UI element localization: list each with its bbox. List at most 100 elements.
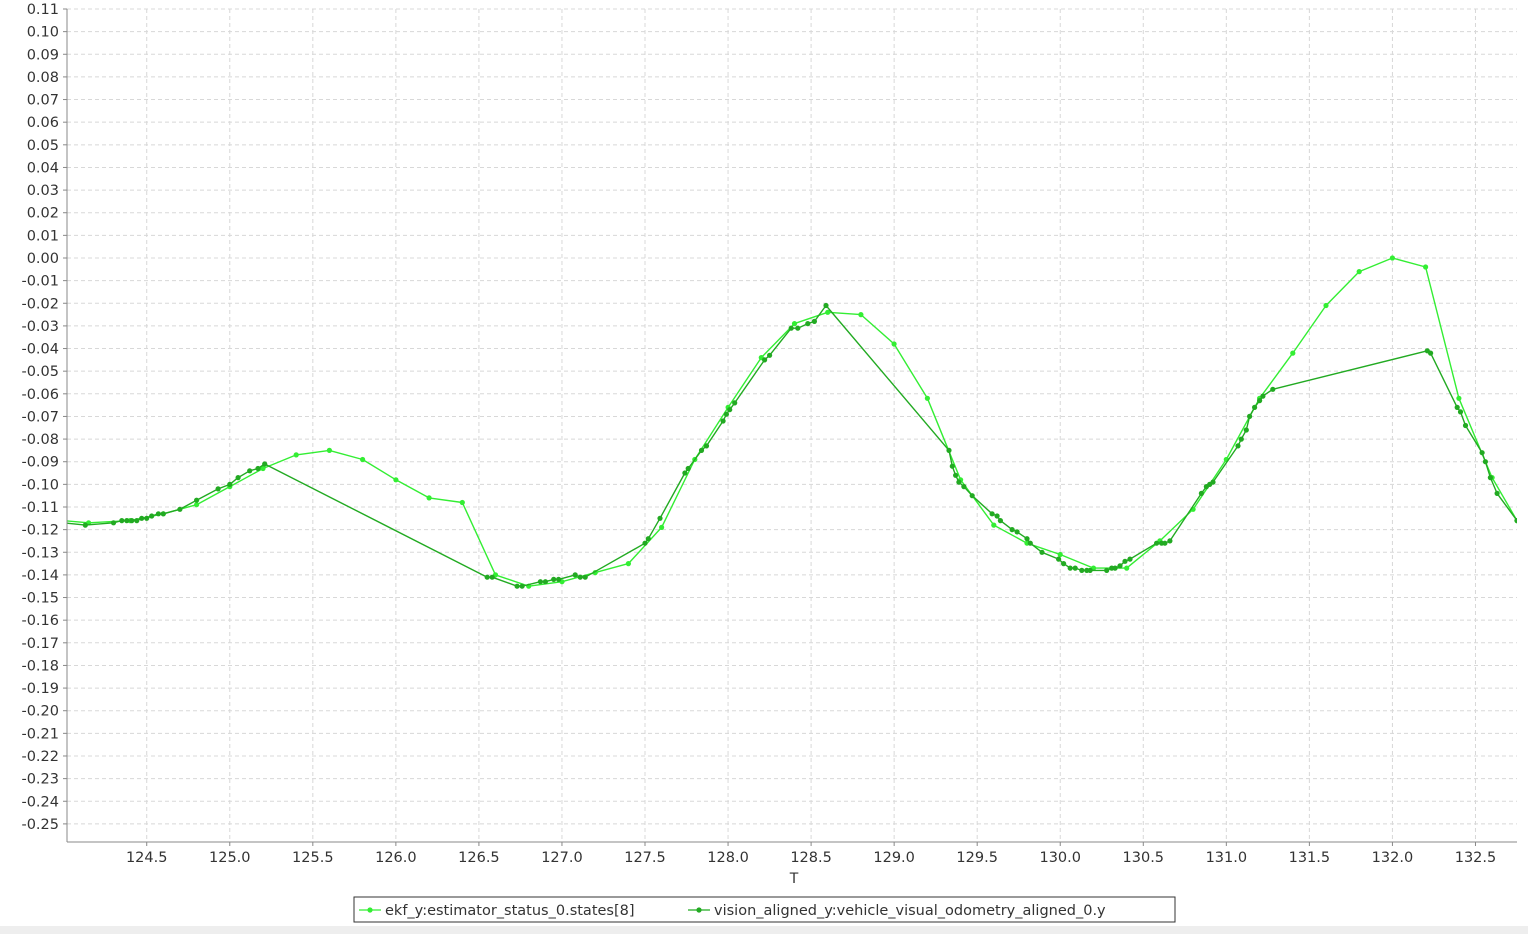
x-tick-label: 126.0 <box>375 850 417 866</box>
data-point <box>805 321 811 327</box>
x-tick-label: 127.0 <box>541 850 583 866</box>
y-tick-label: -0.05 <box>21 364 59 380</box>
y-tick-label: -0.08 <box>21 432 59 448</box>
data-point <box>1198 490 1204 496</box>
data-point <box>727 407 733 413</box>
data-point <box>811 318 818 324</box>
y-tick-label: 0.00 <box>27 251 59 267</box>
data-point <box>61 520 66 525</box>
y-tick-label: -0.22 <box>21 749 59 765</box>
data-point <box>194 497 200 503</box>
data-point <box>1104 567 1110 574</box>
data-point <box>227 481 233 487</box>
data-point <box>235 475 241 481</box>
data-point <box>1247 413 1253 419</box>
data-point <box>129 518 135 524</box>
legend-label: vision_aligned_y:vehicle_visual_odometry… <box>714 903 1106 919</box>
x-tick-label: 129.5 <box>956 850 998 866</box>
data-point <box>961 484 967 490</box>
data-point <box>82 522 88 528</box>
data-point <box>1210 479 1216 485</box>
series-layer <box>61 255 1517 589</box>
data-point <box>685 465 691 472</box>
data-point <box>1356 269 1362 275</box>
legend-label: ekf_y:estimator_status_0.states[8] <box>385 903 635 919</box>
data-point <box>1235 443 1241 449</box>
data-point <box>1087 567 1093 574</box>
data-point <box>519 583 525 589</box>
data-point <box>160 511 166 517</box>
y-tick-label: 0.10 <box>27 25 59 41</box>
plot-area <box>61 255 1517 589</box>
y-tick-label: -0.09 <box>21 455 59 471</box>
data-point <box>177 506 183 512</box>
data-point <box>924 395 931 401</box>
data-point <box>1167 538 1173 544</box>
y-tick-label: -0.03 <box>21 319 59 335</box>
y-tick-label: -0.01 <box>21 274 59 290</box>
y-tick-label: -0.17 <box>21 636 59 652</box>
data-point <box>1454 404 1460 410</box>
data-point <box>326 447 332 453</box>
y-tick-label: -0.11 <box>21 500 59 516</box>
data-point <box>1122 558 1128 564</box>
x-ticks: 124.5 125.0 125.5 126.0 126.5 127.0 127.5 128.0… <box>126 842 1496 866</box>
data-point <box>1056 556 1062 562</box>
data-point <box>1323 302 1329 309</box>
data-point <box>1009 527 1015 533</box>
data-point <box>255 465 261 472</box>
data-point <box>537 579 544 585</box>
data-point <box>124 518 130 524</box>
data-point <box>582 574 588 580</box>
x-tick-label: 132.0 <box>1372 850 1414 866</box>
data-point <box>642 540 648 546</box>
x-axis-label: T <box>789 871 799 887</box>
data-point <box>1079 567 1085 574</box>
y-tick-label: 0.02 <box>27 206 59 222</box>
data-point <box>1154 540 1160 546</box>
data-point <box>1014 529 1020 535</box>
data-point <box>1162 540 1168 546</box>
y-tick-label: -0.20 <box>21 704 59 720</box>
x-tick-label: 131.0 <box>1206 850 1248 866</box>
x-tick-label: 130.0 <box>1039 850 1081 866</box>
data-point <box>659 524 665 531</box>
data-point <box>994 513 1000 519</box>
data-point <box>1252 404 1258 410</box>
data-point <box>262 461 268 467</box>
series-1 <box>61 302 1517 589</box>
data-point <box>393 477 399 483</box>
data-point <box>1112 565 1118 571</box>
data-point <box>732 400 738 406</box>
data-point <box>891 341 897 347</box>
y-tick-label: -0.14 <box>21 568 59 584</box>
data-point <box>144 515 150 521</box>
data-point <box>556 576 562 583</box>
y-tick-label: 0.04 <box>27 160 59 176</box>
x-tick-label: 127.5 <box>624 850 666 866</box>
data-point <box>542 579 549 585</box>
data-point <box>489 574 495 580</box>
data-point <box>149 513 155 519</box>
x-tick-label: 131.5 <box>1289 850 1331 866</box>
y-tick-label: 0.09 <box>27 47 59 63</box>
y-tick-label: -0.19 <box>21 681 59 697</box>
data-point <box>1428 350 1434 356</box>
data-point <box>825 309 831 315</box>
y-tick-label: -0.16 <box>21 613 59 629</box>
data-point <box>720 418 726 424</box>
data-point <box>1072 565 1078 571</box>
y-tick-label: -0.12 <box>21 523 59 539</box>
y-tick-label: -0.04 <box>21 342 59 358</box>
data-point <box>989 511 995 517</box>
legend-swatch-marker <box>367 907 373 913</box>
data-point <box>1482 459 1488 465</box>
data-point <box>1479 450 1485 456</box>
data-point <box>61 518 66 523</box>
data-point <box>119 518 125 524</box>
data-point <box>139 515 145 521</box>
data-point <box>1423 264 1429 270</box>
data-point <box>969 493 975 499</box>
y-tick-label: 0.01 <box>27 228 59 244</box>
